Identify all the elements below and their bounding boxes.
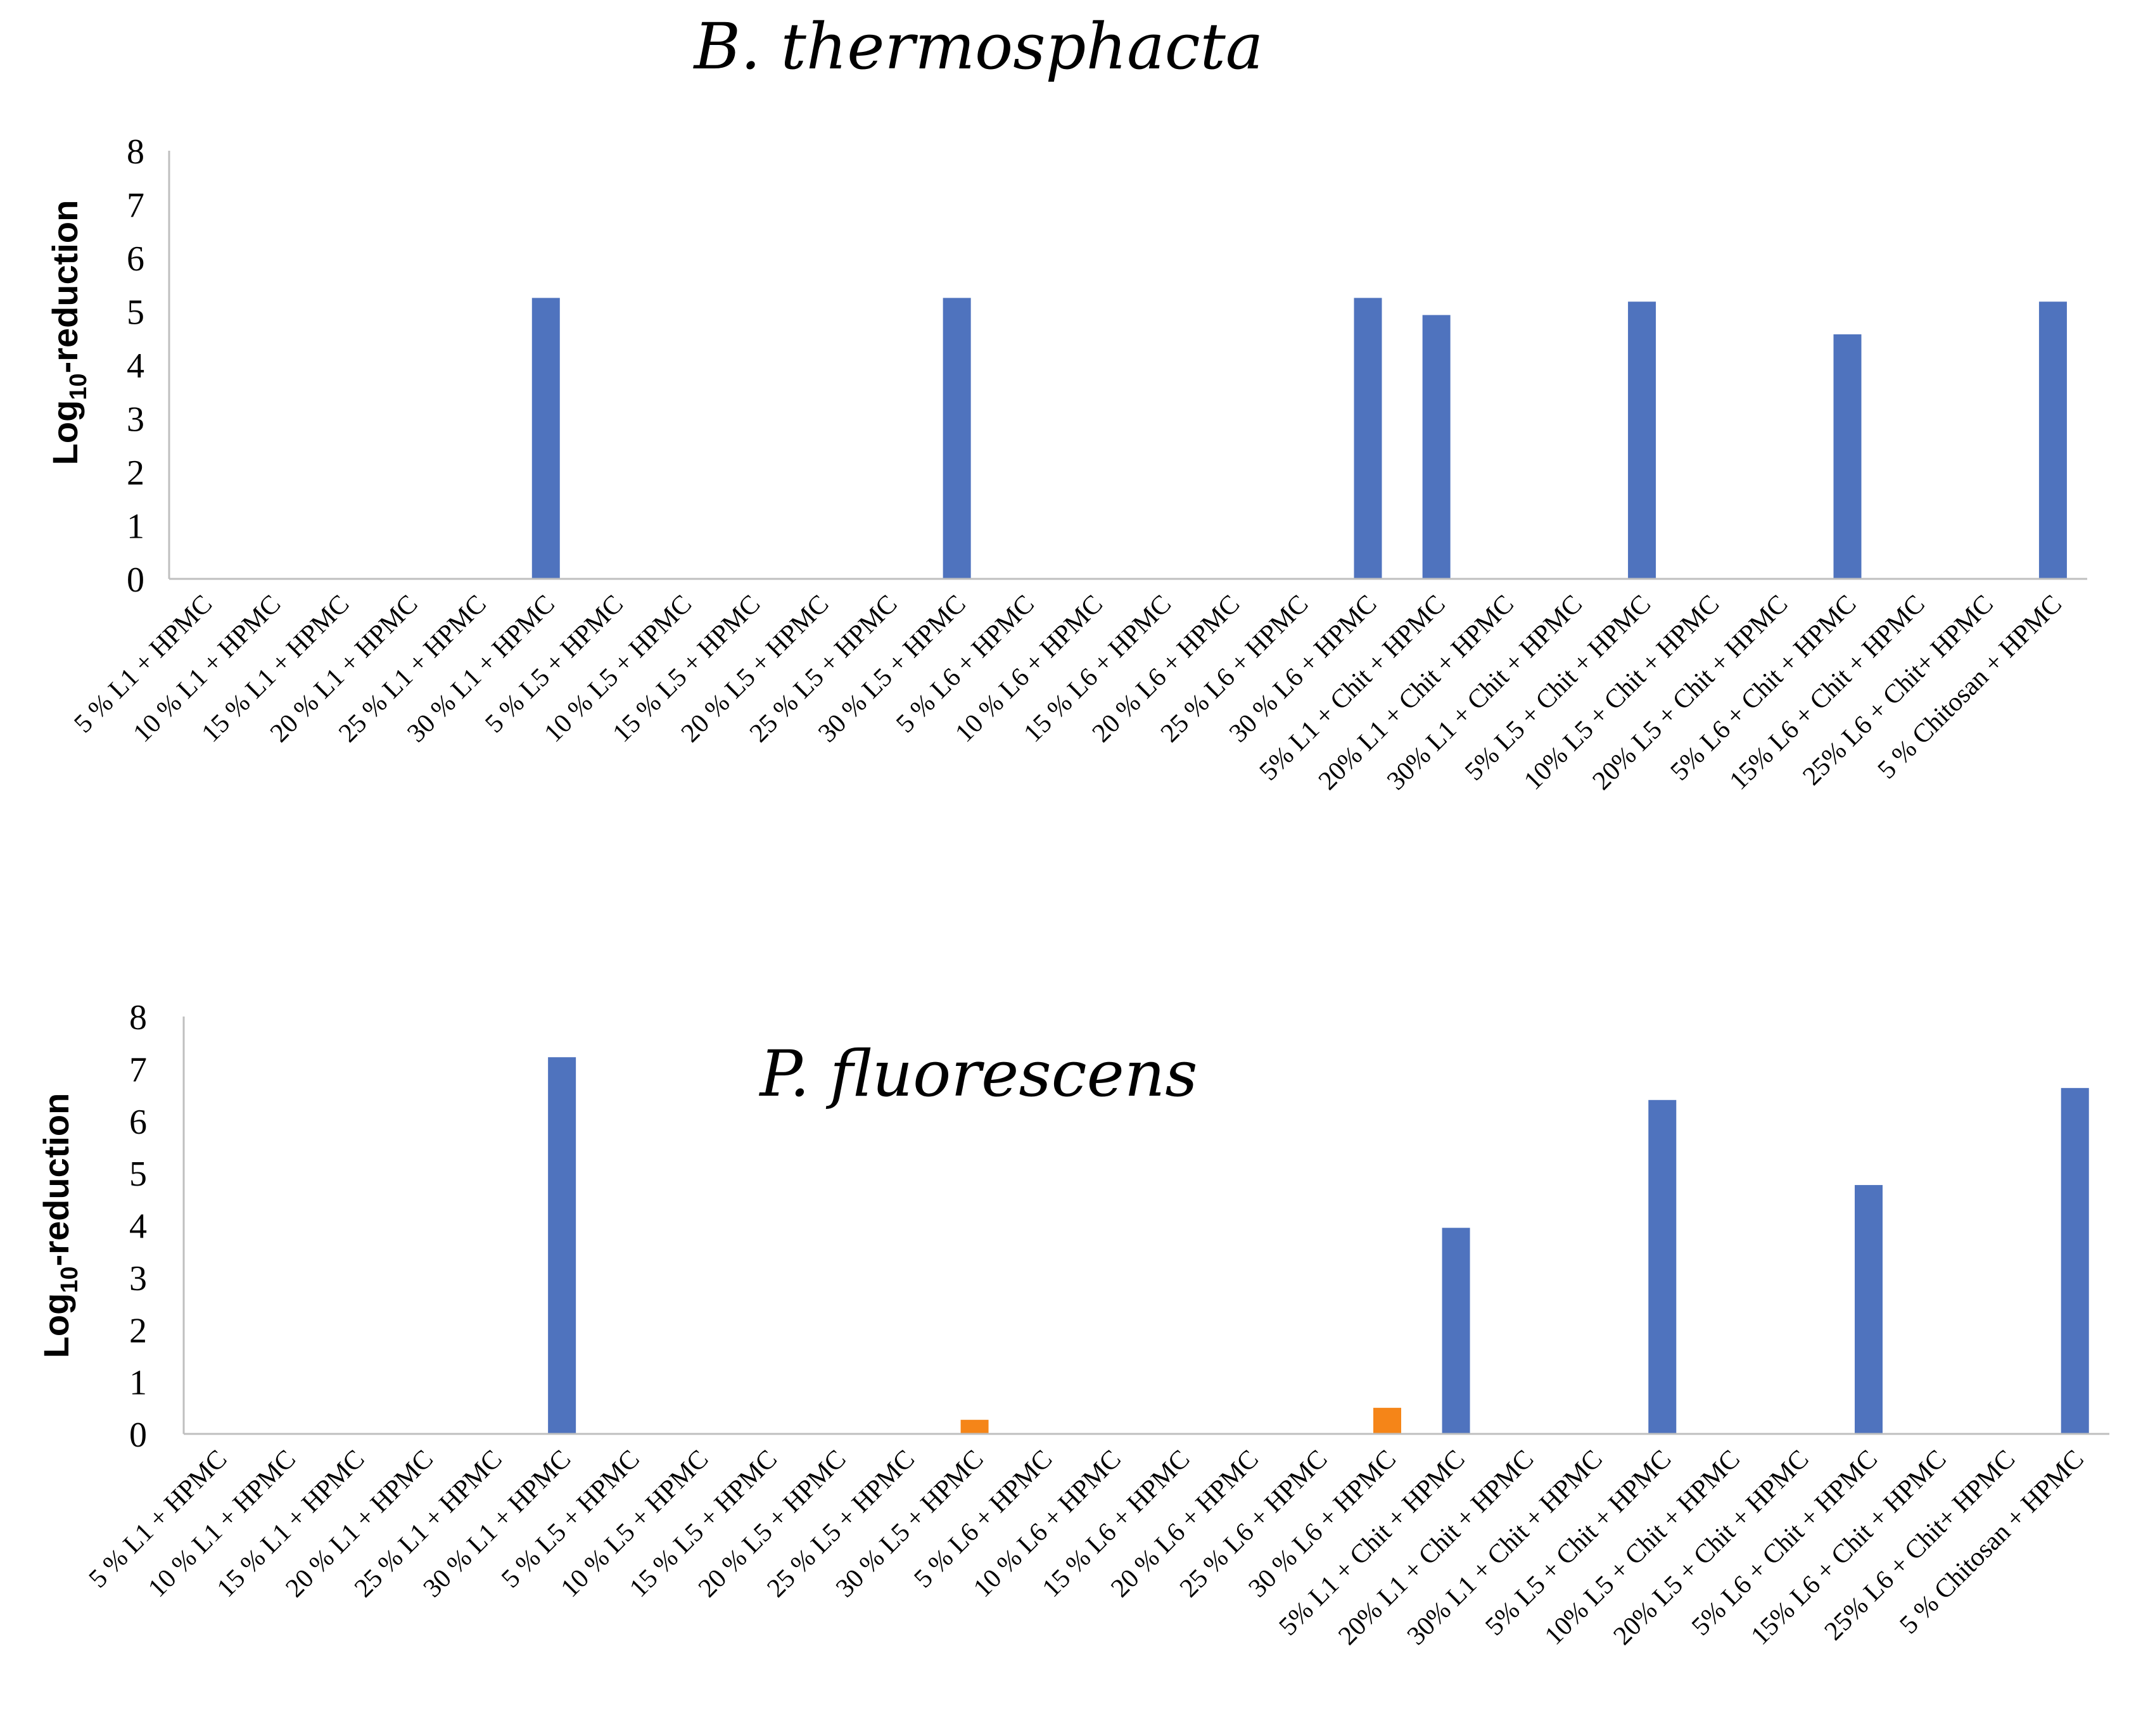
chart-b-thermosphacta: B. thermosphacta Log10-reduction 0 1 2 3 4 5 6…	[45, 10, 2087, 795]
bar	[2038, 301, 2067, 579]
bar	[2061, 1087, 2089, 1434]
y-axis-label: Log10-reduction	[36, 1093, 83, 1359]
bar	[1855, 1185, 1883, 1434]
y-tick-label: 5	[129, 1155, 147, 1194]
bar	[1422, 315, 1451, 579]
y-tick-label: 6	[129, 1103, 147, 1142]
y-tick-label: 8	[129, 998, 147, 1037]
y-tick-label: 1	[127, 507, 144, 547]
y-tick-label: 2	[127, 453, 144, 493]
bars	[548, 1057, 2089, 1434]
bar	[1628, 301, 1656, 579]
y-tick-label: 0	[129, 1416, 147, 1455]
chart-title: B. thermosphacta	[693, 10, 1264, 84]
bar	[1442, 1227, 1470, 1434]
y-tick-label: 7	[129, 1050, 147, 1089]
y-tick-label: 6	[127, 239, 144, 279]
y-tick-label: 7	[127, 186, 144, 225]
bar	[1833, 334, 1862, 579]
y-tick-label: 2	[129, 1311, 147, 1350]
bar	[1648, 1099, 1677, 1434]
bar	[1373, 1407, 1401, 1434]
y-tick-label: 0	[127, 561, 144, 600]
y-axis-ticks: 0 1 2 3 4 5 6 7 8	[127, 132, 144, 600]
y-tick-label: 1	[129, 1364, 147, 1403]
y-axis-ticks: 0 1 2 3 4 5 6 7 8	[129, 998, 147, 1455]
y-tick-label: 4	[129, 1207, 147, 1246]
y-tick-label: 3	[127, 400, 144, 440]
y-tick-label: 5	[127, 293, 144, 333]
y-tick-label: 8	[127, 132, 144, 172]
bar	[943, 298, 971, 579]
y-axis-label: Log10-reduction	[45, 200, 92, 466]
bars	[531, 298, 2067, 579]
chart-title: P. fluorescens	[758, 1037, 1197, 1111]
y-tick-label: 4	[127, 346, 144, 386]
bar	[531, 298, 560, 579]
bar	[548, 1057, 576, 1434]
bar	[960, 1419, 989, 1434]
y-tick-label: 3	[129, 1259, 147, 1298]
bar	[1354, 298, 1382, 579]
chart-p-fluorescens: P. fluorescens Log10-reduction 0 1 2 3 4 5 6 7 8…	[36, 998, 2109, 1650]
